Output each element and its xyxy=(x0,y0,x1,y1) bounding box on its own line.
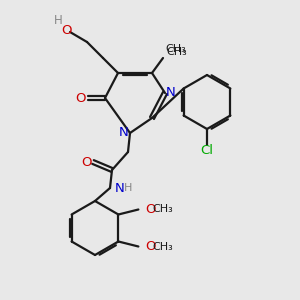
Text: CH₃: CH₃ xyxy=(152,242,173,251)
Text: H: H xyxy=(124,183,132,193)
Text: N: N xyxy=(115,182,125,194)
Text: O: O xyxy=(146,240,156,253)
Text: O: O xyxy=(146,203,156,216)
Text: N: N xyxy=(119,127,129,140)
Text: O: O xyxy=(62,25,72,38)
Text: CH₃: CH₃ xyxy=(152,205,173,214)
Text: CH₃: CH₃ xyxy=(166,47,187,57)
Text: H: H xyxy=(54,14,62,26)
Text: O: O xyxy=(76,92,86,104)
Text: Cl: Cl xyxy=(200,145,214,158)
Text: O: O xyxy=(81,155,91,169)
Text: CH₃: CH₃ xyxy=(165,44,186,54)
Text: N: N xyxy=(166,86,176,100)
